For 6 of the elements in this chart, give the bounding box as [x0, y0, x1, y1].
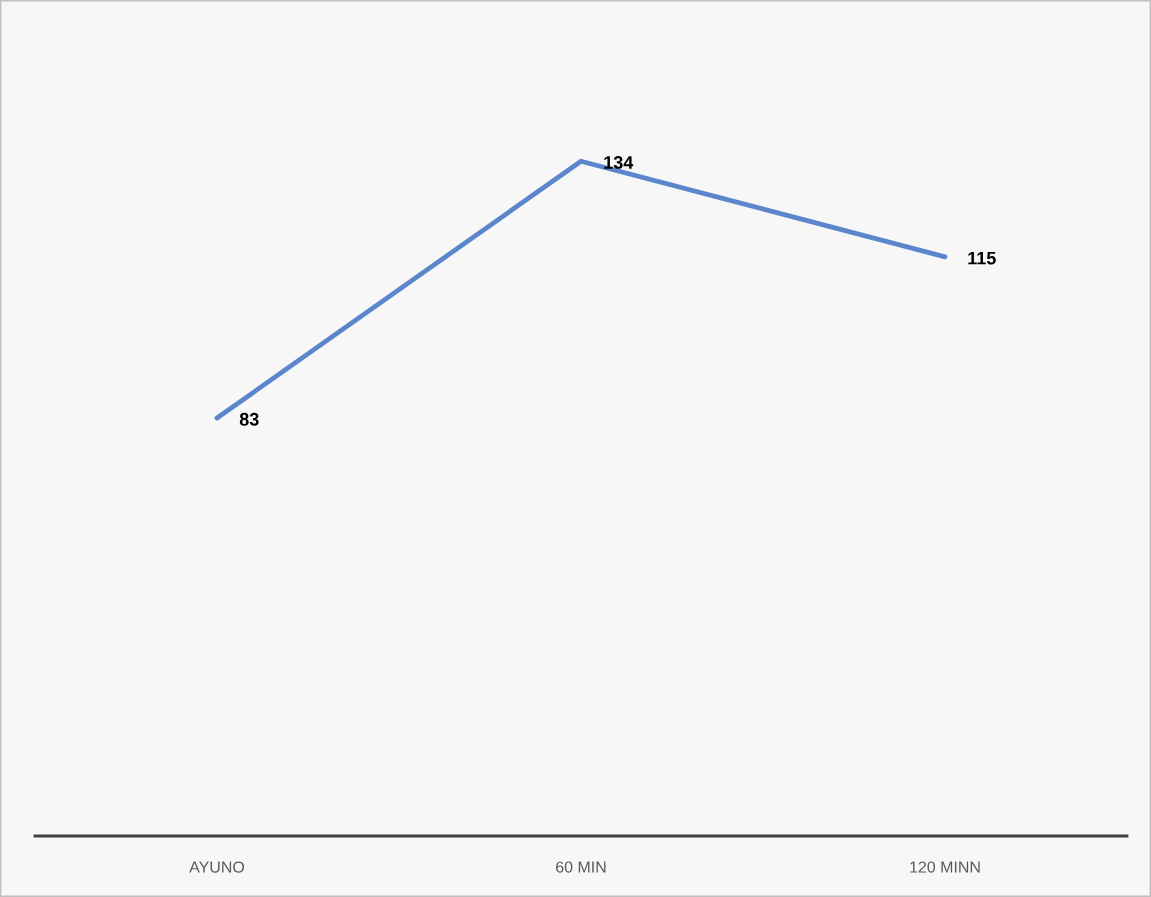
x-tick-label: 60 MIN — [556, 861, 606, 873]
data-label: 115 — [968, 251, 996, 265]
data-label: 83 — [239, 412, 259, 426]
x-tick-label: 120 MINN — [910, 861, 980, 873]
x-tick-label: AYUNO — [189, 861, 245, 873]
data-label: 134 — [604, 156, 634, 169]
